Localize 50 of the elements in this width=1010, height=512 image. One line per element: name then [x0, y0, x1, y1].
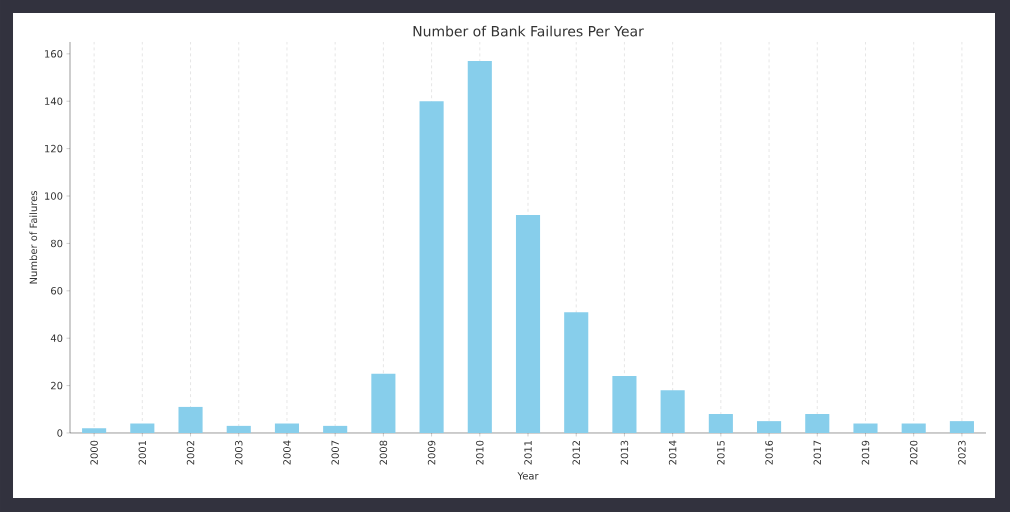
y-tick-label: 60: [51, 287, 63, 295]
x-tick-label: 2015: [717, 440, 725, 465]
x-tick-label: 2016: [765, 440, 773, 465]
bar: [515, 214, 541, 433]
bar: [853, 423, 878, 433]
bar: [757, 421, 782, 433]
bar: [467, 60, 492, 433]
y-axis-title: Number of Failures: [29, 191, 38, 284]
bar: [130, 423, 155, 433]
x-tick-label: 2009: [427, 440, 436, 465]
x-tick-label: 2011: [524, 440, 532, 465]
bar: [949, 421, 974, 433]
y-tick-label: 120: [45, 144, 63, 153]
bar: [564, 312, 589, 433]
x-tick-label: 2014: [668, 440, 677, 465]
x-tick-label: 2012: [572, 441, 580, 465]
y-tick-label: 140: [45, 97, 63, 105]
x-tick-label: 2002: [186, 441, 195, 465]
x-tick-label: 2000: [90, 440, 98, 465]
x-tick-label: 2004: [283, 440, 291, 465]
bar: [419, 101, 444, 433]
chart-title: Number of Bank Failures Per Year: [413, 25, 644, 37]
x-tick-label: 2023: [958, 440, 966, 465]
y-tick-label: 160: [45, 50, 63, 58]
y-tick-label: 100: [45, 192, 63, 200]
bar: [82, 428, 107, 433]
bar: [226, 425, 251, 433]
bar: [323, 425, 348, 433]
y-tick-label: 20: [51, 381, 63, 390]
bar: [178, 406, 203, 433]
x-tick-label: 2007: [331, 440, 339, 465]
x-tick-label: 2008: [379, 440, 388, 465]
y-tick-label: 0: [57, 429, 63, 437]
x-axis-title: Year: [517, 472, 539, 480]
x-tick-label: 2013: [620, 440, 629, 465]
bar: [371, 373, 396, 433]
y-tick-label: 80: [50, 239, 63, 248]
bar: [805, 414, 830, 433]
bar: [612, 376, 637, 433]
x-tick-label: 2017: [813, 440, 822, 465]
y-tick-label: 40: [50, 334, 63, 342]
x-tick-label: 2019: [861, 440, 870, 465]
x-tick-label: 2020: [909, 440, 918, 465]
x-tick-label: 2001: [138, 440, 147, 465]
x-tick-label: 2010: [476, 440, 484, 465]
bar: [901, 423, 926, 433]
bar: [274, 423, 300, 433]
bar: [660, 390, 685, 433]
bar: [708, 414, 733, 433]
x-tick-label: 2003: [234, 440, 243, 465]
